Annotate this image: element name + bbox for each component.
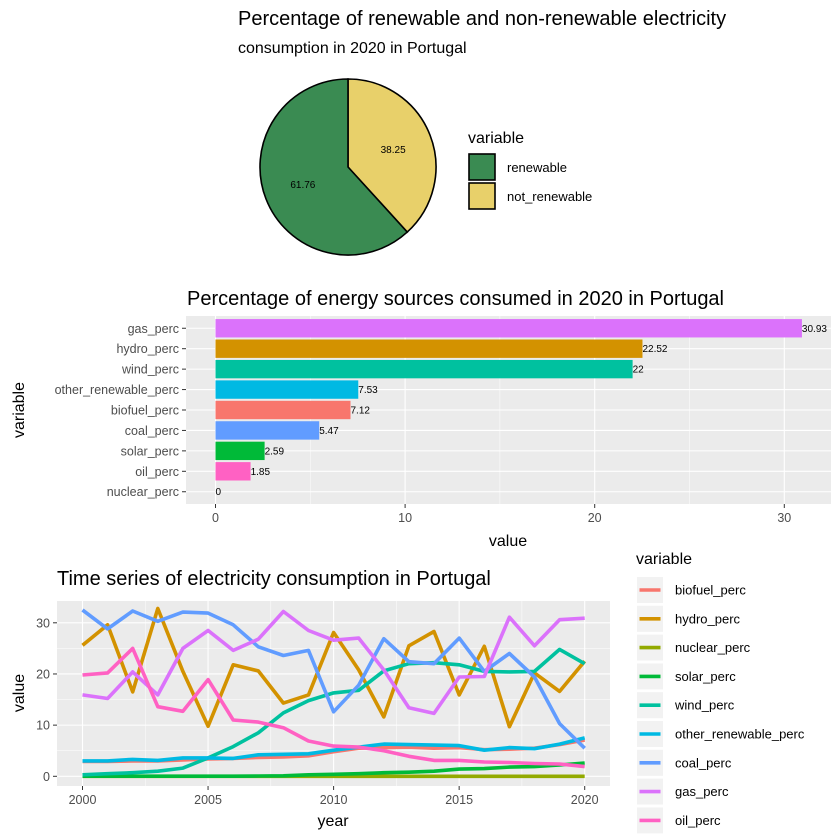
y-tick-label: other_renewable_perc (55, 383, 179, 397)
y-tick-label: biofuel_perc (111, 404, 179, 418)
pie-slice-renewable (259, 78, 409, 256)
bar-chart-bars (215, 319, 802, 481)
bar-other-renewable-perc (215, 380, 359, 399)
line-chart-y-axis-label: value (11, 674, 28, 712)
y-tick-label: 0 (43, 770, 50, 784)
bar-gas-perc (215, 319, 802, 338)
pie-value-label: 38.25 (381, 145, 406, 156)
y-tick-label: coal_perc (125, 424, 179, 438)
bar-chart-title: Percentage of energy sources consumed in… (187, 288, 724, 310)
legend-label-oil-perc: oil_perc (675, 813, 721, 828)
pie-legend: variable renewable not_renewable (468, 130, 592, 210)
line-chart-title: Time series of electricity consumption i… (57, 568, 491, 590)
legend-label-solar-perc: solar_perc (675, 669, 736, 684)
legend-label-wind-perc: wind_perc (674, 698, 735, 713)
bar-value-label: 2.59 (265, 446, 285, 457)
line-legend-title: variable (636, 551, 692, 568)
pie-chart-subtitle: consumption in 2020 in Portugal (238, 40, 467, 57)
y-tick-label: solar_perc (121, 444, 179, 458)
line-series-hydro-perc (81, 606, 587, 729)
line-chart-x-ticks: 2000 2005 2010 2015 2020 (69, 786, 599, 807)
pie-chart: Percentage of renewable and non-renewabl… (238, 8, 726, 256)
x-tick-label: 0 (212, 511, 219, 525)
bar-value-label: 0 (216, 487, 222, 498)
line-legend: variable biofuel_perc hydro_perc nuclear_p… (636, 551, 805, 834)
bar-value-label: 7.53 (358, 385, 378, 396)
bar-hydro-perc (215, 339, 643, 358)
y-tick-label: wind_perc (121, 363, 179, 377)
bar-solar-perc (215, 441, 265, 461)
bar-wind-perc (215, 359, 633, 379)
line-series-coal-perc (81, 608, 586, 750)
x-tick-label: 2005 (194, 793, 222, 807)
bar-value-label: 30.93 (802, 324, 827, 335)
bar-oil-perc (215, 462, 251, 481)
legend-label-not-renewable: not_renewable (507, 189, 592, 204)
bar-chart-x-ticks: 0 10 20 30 (212, 504, 791, 525)
bar-value-label: 5.47 (319, 426, 339, 437)
x-tick-label: 2020 (571, 793, 599, 807)
pie-legend-title: variable (468, 130, 524, 147)
bar-chart-y-ticks: gas_perc hydro_perc wind_perc other_renewab… (55, 322, 186, 499)
y-tick-label: 30 (36, 616, 50, 630)
bar-value-label: 1.85 (251, 467, 271, 478)
y-tick-label: 10 (36, 719, 50, 733)
line-chart-series (81, 606, 587, 779)
legend-label-other-renewable-perc: other_renewable_perc (675, 727, 805, 742)
bar-chart: Percentage of energy sources consumed in… (11, 288, 831, 550)
line-chart-x-axis-label: year (317, 813, 349, 830)
x-tick-label: 2010 (320, 793, 348, 807)
pie-legend-items: renewable not_renewable (468, 153, 592, 210)
legend-label-hydro-perc: hydro_perc (675, 611, 741, 626)
line-chart-y-ticks: 0 10 20 30 (36, 616, 57, 784)
legend-key-not-renewable (468, 182, 496, 210)
line-chart: Time series of electricity consumption i… (11, 551, 805, 834)
bar-chart-y-axis-label: variable (11, 382, 28, 438)
legend-key-renewable (468, 153, 496, 181)
bar-value-label: 22.52 (642, 344, 667, 355)
y-tick-label: gas_perc (128, 322, 179, 336)
line-series-solar-perc (82, 761, 585, 779)
pie-value-labels: 38.25 61.76 (290, 145, 406, 191)
legend-label-renewable: renewable (507, 160, 567, 175)
bar-coal-perc (215, 421, 320, 440)
line-series-wind-perc (82, 647, 586, 777)
line-series-gas-perc (82, 609, 585, 716)
legend-label-gas-perc: gas_perc (675, 784, 729, 799)
pie-slice-not-renewable (347, 78, 437, 234)
y-tick-label: nuclear_perc (107, 485, 179, 499)
legend-label-nuclear-perc: nuclear_perc (675, 640, 751, 655)
y-tick-label: 20 (36, 667, 50, 681)
y-tick-label: hydro_perc (116, 342, 179, 356)
legend-label-coal-perc: coal_perc (675, 755, 732, 770)
pie-value-label: 61.76 (290, 180, 315, 191)
bar-chart-value-labels: 30.93 22.52 22 7.53 7.12 5.47 2.59 1.85 0 (216, 324, 828, 498)
line-series-oil-perc (82, 646, 585, 769)
y-tick-label: oil_perc (135, 465, 179, 479)
pie-chart-title: Percentage of renewable and non-renewabl… (238, 8, 726, 30)
x-tick-label: 2015 (445, 793, 473, 807)
x-tick-label: 10 (398, 511, 412, 525)
line-series-other-renewable-perc (82, 736, 586, 763)
bar-biofuel-perc (215, 400, 351, 420)
x-tick-label: 2000 (69, 793, 97, 807)
line-legend-items: biofuel_perc hydro_perc nuclear_perc solar_… (637, 577, 805, 834)
legend-label-biofuel-perc: biofuel_perc (675, 583, 746, 598)
pie-slices (259, 78, 437, 256)
x-tick-label: 30 (777, 511, 791, 525)
bar-value-label: 7.12 (350, 406, 370, 417)
bar-value-label: 22 (633, 365, 645, 376)
bar-chart-x-axis-label: value (489, 533, 527, 550)
x-tick-label: 20 (588, 511, 602, 525)
